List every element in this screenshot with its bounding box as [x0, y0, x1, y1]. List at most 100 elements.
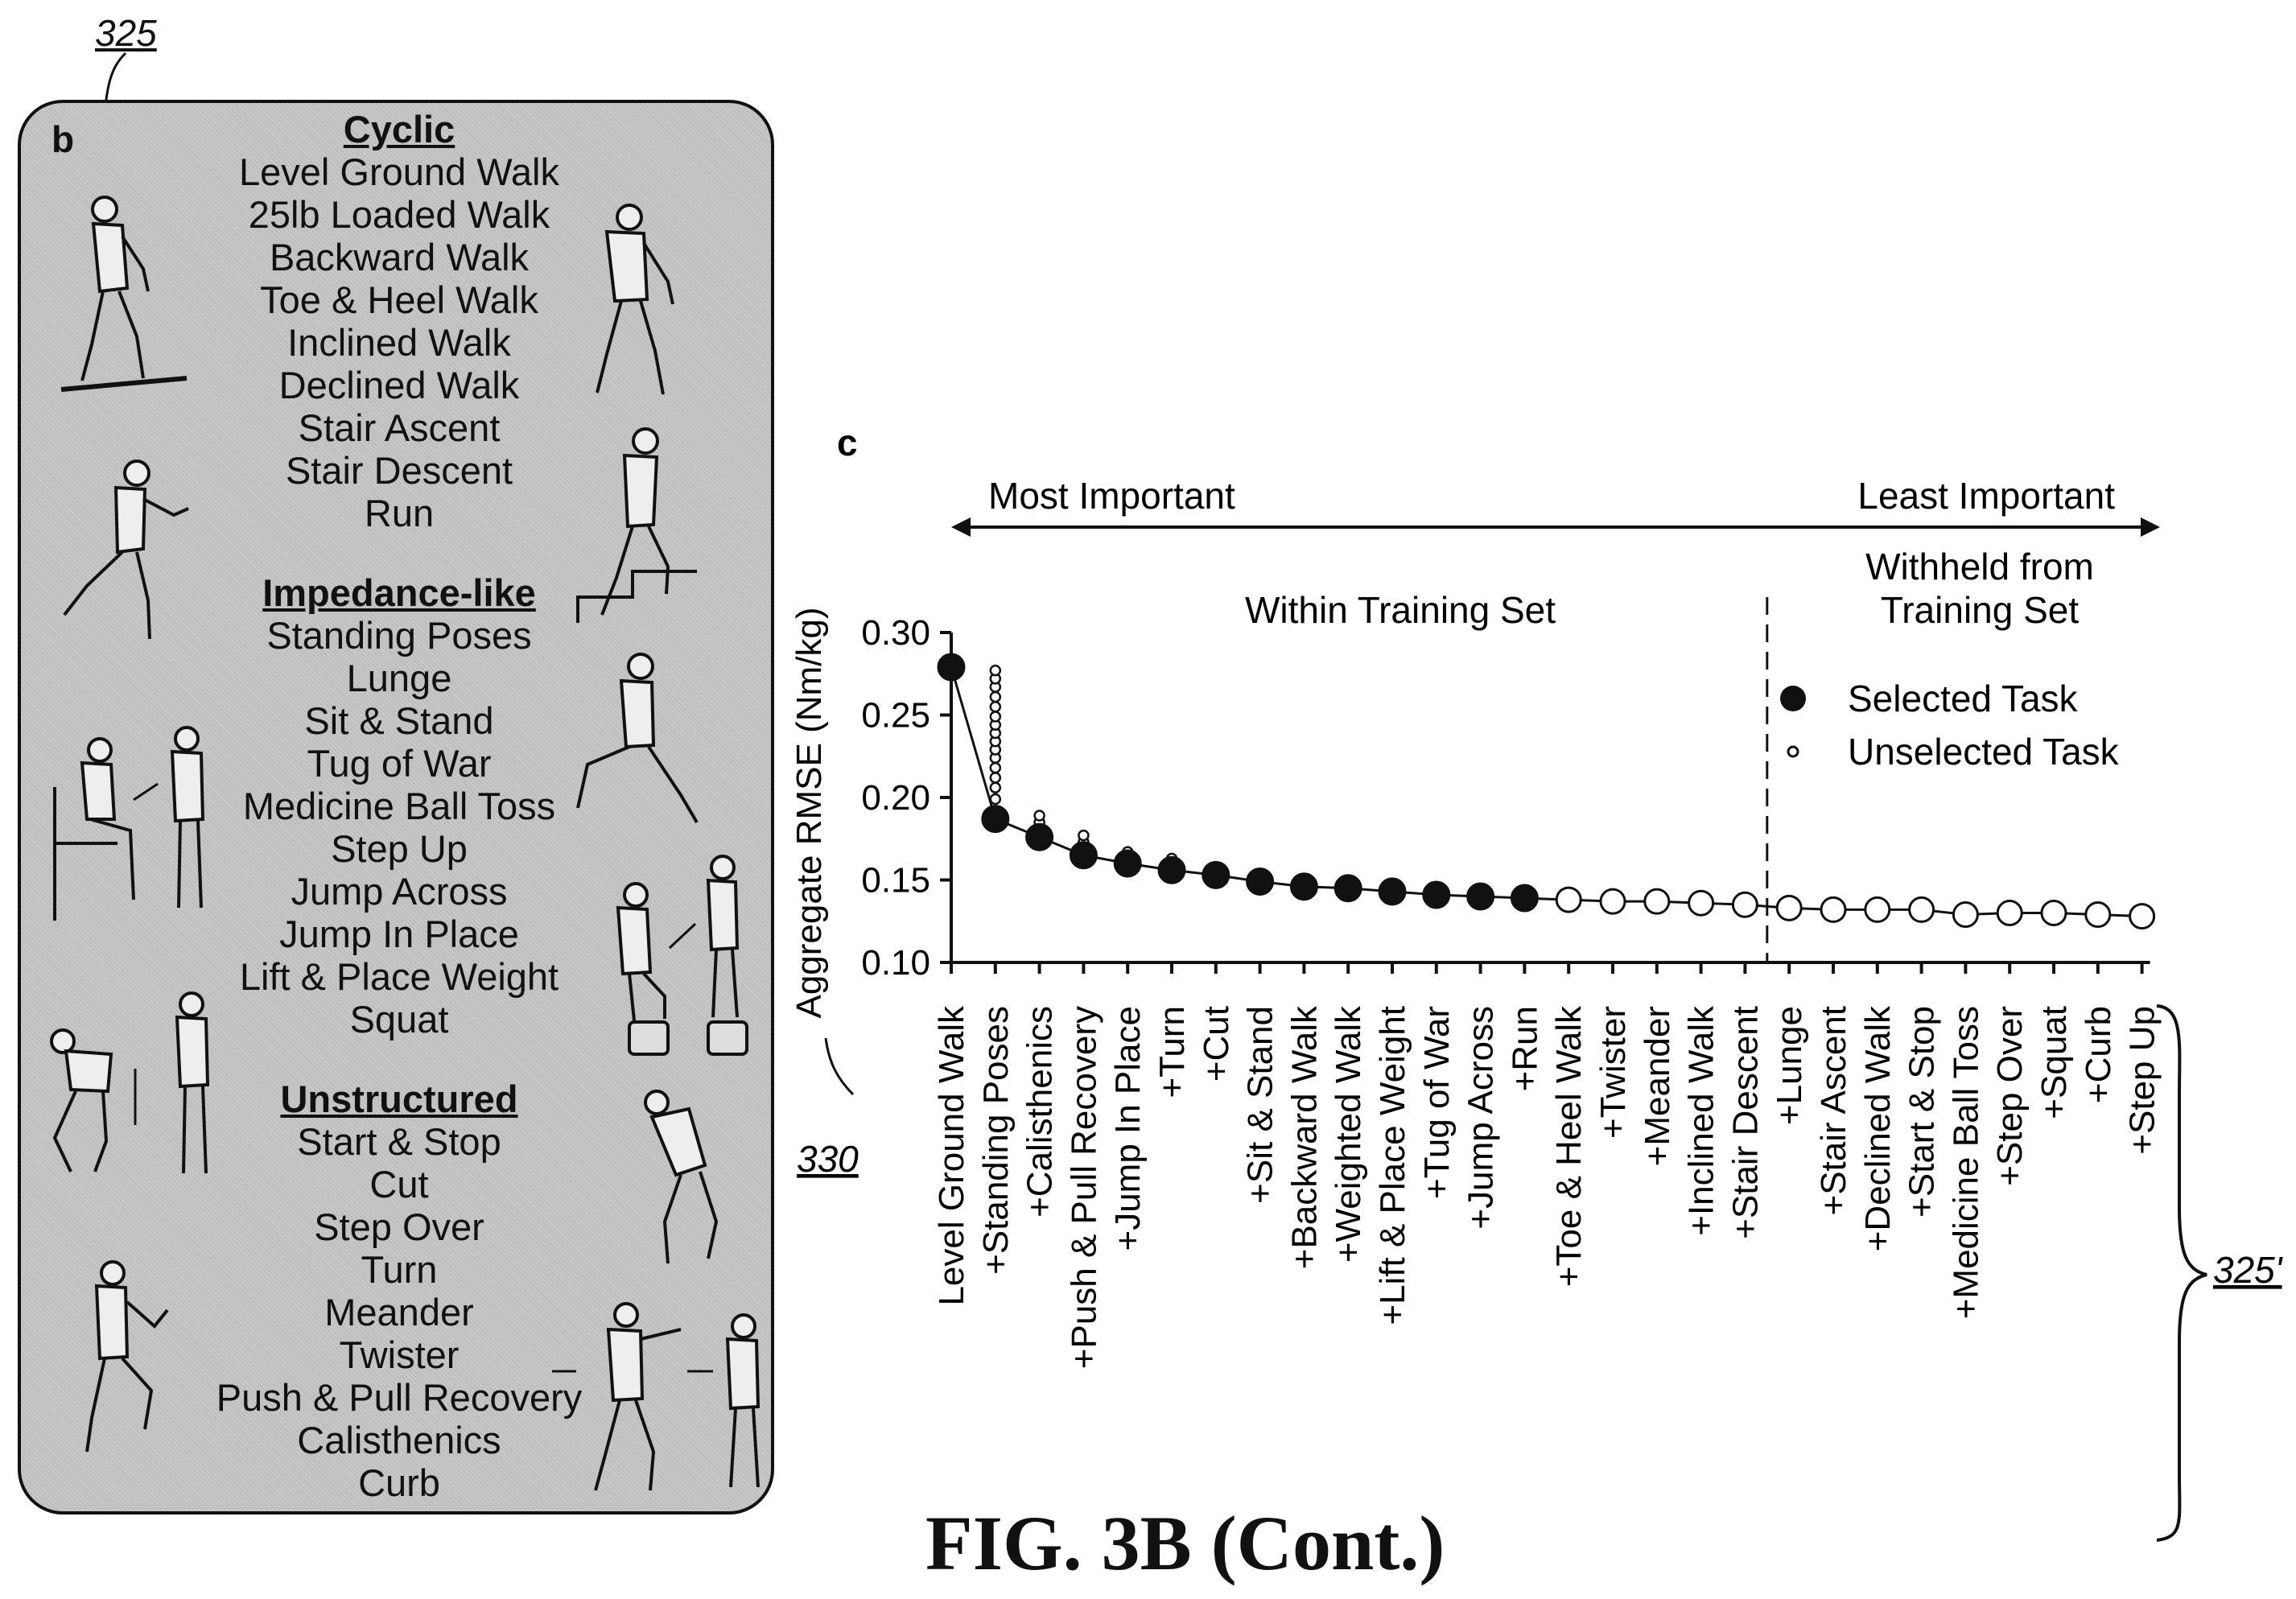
candidate-point	[989, 711, 1002, 723]
withheld-training-label: Withheld from	[1865, 546, 2094, 587]
running-figure-icon	[63, 460, 189, 640]
x-tick-label: +Standing Poses	[976, 1006, 1016, 1275]
selected-task-point	[981, 805, 1010, 834]
task-item: Turn	[361, 1248, 438, 1291]
x-tick-label: +Step Up	[2123, 1006, 2162, 1155]
x-tick-label: +Step Over	[1990, 1006, 2030, 1186]
selected-task-point	[1246, 867, 1275, 896]
x-tick-label: +Stair Ascent	[1814, 1006, 1853, 1215]
task-item: Stair Descent	[285, 449, 513, 492]
x-tick-label: +Curb	[2079, 1006, 2118, 1103]
candidate-point	[989, 664, 1002, 677]
unselected-task-point	[2129, 903, 2156, 930]
least-important-label: Least Important	[1857, 475, 2115, 517]
selected-task-point	[1466, 882, 1495, 911]
candidate-point	[1033, 810, 1045, 822]
x-tick-label: +Twister	[1593, 1006, 1633, 1139]
x-tick-label: +Sit & Stand	[1241, 1006, 1280, 1204]
legend-selected-marker	[1780, 686, 1806, 711]
x-tick-label: +Lift & Place Weight	[1373, 1006, 1412, 1325]
x-tick-label: +Calisthenics	[1020, 1006, 1060, 1218]
x-tick-label: +Medicine Ball Toss	[1946, 1006, 1985, 1319]
ref-330-leader	[824, 1037, 855, 1096]
unselected-task-point	[1820, 896, 1847, 923]
task-group-cyclic: Cyclic Level Ground Walk 25lb Loaded Wal…	[21, 108, 777, 534]
x-tick-label: +Turn	[1152, 1006, 1192, 1098]
legend-unselected-label: Unselected Task	[1848, 731, 2120, 773]
task-item: Cut	[369, 1163, 429, 1205]
x-tick-label: Level Ground Walk	[932, 1005, 971, 1306]
task-item: Jump Across	[291, 870, 508, 913]
task-item: Step Up	[331, 827, 468, 870]
selected-task-point	[1510, 884, 1539, 913]
candidate-point	[989, 793, 1002, 806]
task-item: Backward Walk	[269, 236, 530, 278]
task-item: Meander	[324, 1291, 474, 1333]
x-tick-label: +Toe & Heel Walk	[1549, 1005, 1589, 1287]
group-title-cyclic: Cyclic	[343, 108, 455, 150]
task-item: Medicine Ball Toss	[242, 785, 556, 827]
legend-selected-label: Selected Task	[1848, 678, 2079, 719]
y-tick-label: 0.15	[861, 861, 930, 900]
selected-task-point	[1113, 849, 1142, 878]
chart-marks	[937, 653, 2156, 930]
task-item: Lift & Place Weight	[239, 955, 559, 998]
ref-325-prime: 325'	[2213, 1249, 2284, 1291]
group-title-impedance: Impedance-like	[262, 571, 536, 614]
task-item: Run	[364, 492, 435, 534]
y-tick-label: 0.20	[861, 778, 930, 818]
walking-incline-figure-icon	[60, 196, 188, 392]
task-item: Stair Ascent	[298, 406, 501, 449]
task-panel: b Cyclic Level Ground Walk 25lb Loaded W…	[18, 100, 774, 1515]
task-item: Twister	[339, 1333, 460, 1376]
candidate-point	[989, 772, 1002, 784]
unselected-task-point	[1731, 891, 1758, 918]
task-group-unstructured: Unstructured Start & Stop Cut Step Over …	[21, 1078, 777, 1504]
unselected-task-point	[1952, 901, 1979, 929]
task-item: Jump In Place	[279, 913, 519, 955]
y-axis-label: Aggregate RMSE (Nm/kg)	[789, 607, 829, 1018]
step-up-figure-icon	[616, 855, 748, 1056]
task-item: Start & Stop	[297, 1120, 501, 1163]
legend-unselected-marker	[1787, 745, 1799, 758]
unselected-task-point	[1643, 888, 1671, 915]
selected-task-point	[1069, 841, 1098, 870]
task-item: Push & Pull Recovery	[216, 1376, 583, 1419]
sit-stand-figure-icon	[53, 726, 205, 921]
chart-x-labels: Level Ground Walk +Standing Poses +Calisth…	[932, 1005, 2162, 1369]
ref-330: 330	[797, 1138, 859, 1180]
most-important-label: Most Important	[988, 475, 1235, 517]
task-item: Tug of War	[307, 742, 492, 785]
y-tick-label: 0.30	[861, 613, 930, 653]
unselected-task-point	[1864, 896, 1891, 923]
selected-task-point	[1378, 877, 1407, 906]
unselected-task-point	[1688, 889, 1715, 917]
candidate-point	[989, 781, 1002, 793]
push-pull-figure-icon	[552, 1302, 761, 1491]
selected-task-point	[1202, 860, 1230, 889]
x-tick-label: +Squat	[2034, 1006, 2074, 1119]
unselected-task-point	[1775, 894, 1803, 921]
selected-task-point	[1025, 822, 1054, 851]
chart-axes: 0.10 0.15 0.20 0.25 0.30	[861, 597, 2150, 983]
task-group-impedance: Impedance-like Standing Poses Lunge Sit …	[21, 571, 777, 1041]
candidate-point	[989, 761, 1002, 774]
within-training-label: Within Training Set	[1245, 589, 1556, 631]
stair-figure-icon	[576, 427, 697, 623]
task-item: Step Over	[314, 1205, 484, 1248]
unselected-task-point	[1908, 896, 1935, 923]
x-tick-label: +Tug of War	[1417, 1006, 1457, 1199]
x-tick-label: +Backward Walk	[1284, 1005, 1324, 1269]
loaded-walk-figure-icon	[596, 204, 674, 395]
lunge-figure-icon	[576, 653, 699, 824]
y-tick-label: 0.10	[861, 943, 930, 983]
unselected-task-point	[1996, 900, 2023, 926]
panel-letter-c: c	[837, 422, 858, 464]
unselected-task-point	[1555, 886, 1582, 913]
unselected-task-point	[2040, 900, 2067, 926]
selected-task-point	[1333, 874, 1362, 903]
group-title-unstructured: Unstructured	[280, 1078, 518, 1120]
x-tick-label: +Jump In Place	[1108, 1006, 1148, 1251]
task-item: Standing Poses	[266, 614, 532, 657]
